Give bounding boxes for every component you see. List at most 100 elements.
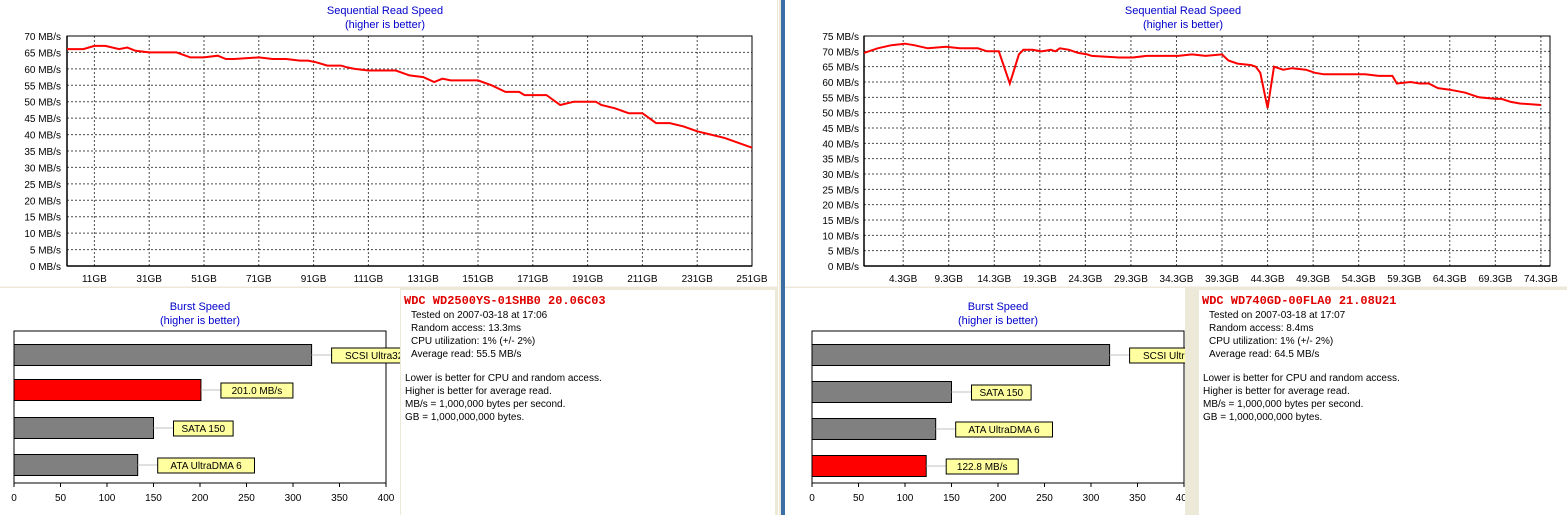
right-benchmark-pane: Sequential Read Speed (higher is better) 7… — [785, 0, 1567, 515]
x-tick-label: 251GB — [736, 274, 767, 285]
x-tick-label: 50 — [853, 493, 865, 504]
note-line: GB = 1,000,000,000 bytes. — [405, 412, 525, 423]
y-tick-label: 75 MB/s — [822, 32, 859, 43]
y-tick-label: 65 MB/s — [24, 48, 61, 59]
x-tick-label: 0 — [11, 493, 17, 504]
y-tick-label: 25 MB/s — [24, 180, 61, 191]
burst-bar-measured — [13, 379, 202, 401]
drive-model: WDC WD740GD-00FLA0 21.08U21 — [1202, 294, 1397, 308]
x-tick-label: 14.3GB — [977, 274, 1011, 285]
x-tick-label: 300 — [285, 493, 302, 504]
x-tick-label: 59.3GB — [1387, 274, 1421, 285]
note-line: Lower is better for CPU and random acces… — [405, 373, 602, 384]
average-read: Average read: 55.5 MB/s — [411, 349, 522, 360]
read-speed-series-line — [67, 44, 753, 149]
y-tick-label: 55 MB/s — [822, 93, 859, 104]
x-tick-label: 31GB — [136, 274, 162, 285]
pane-divider[interactable] — [777, 0, 785, 515]
read-speed-series-line — [863, 42, 1541, 109]
drive-info-panel-left: WDC WD2500YS-01SHB0 20.06C03 Tested on 2… — [401, 290, 775, 515]
y-tick-label: 15 MB/s — [822, 216, 859, 227]
note-line: MB/s = 1,000,000 bytes per second. — [405, 399, 566, 410]
y-tick-label: 10 MB/s — [24, 229, 61, 240]
burst-bar-reference — [13, 344, 313, 366]
x-tick-label: 11GB — [82, 274, 107, 285]
bar-label-box — [971, 384, 1032, 401]
x-tick-label: 100 — [897, 493, 914, 504]
x-tick-label: 4.3GB — [889, 274, 918, 285]
y-tick-label: 30 MB/s — [24, 163, 61, 174]
x-tick-label: 0 — [809, 493, 815, 504]
x-tick-label: 191GB — [572, 274, 603, 285]
bar-label: SATA 150 — [980, 388, 1024, 399]
x-tick-label: 24.3GB — [1068, 274, 1102, 285]
random-access: Random access: 8.4ms — [1209, 323, 1314, 334]
note-line: Higher is better for average read. — [1203, 386, 1350, 397]
test-date: Tested on 2007-03-18 at 17:07 — [1209, 310, 1346, 321]
y-tick-label: 5 MB/s — [30, 246, 61, 257]
burst-bar-reference — [13, 454, 139, 476]
x-tick-label: 231GB — [682, 274, 713, 285]
x-tick-label: 50 — [55, 493, 67, 504]
x-tick-label: 131GB — [408, 274, 439, 285]
x-tick-label: 9.3GB — [935, 274, 964, 285]
x-tick-label: 34.3GB — [1160, 274, 1194, 285]
burst-bar-reference — [811, 381, 952, 403]
burst-speed-chart-right: Burst Speed (higher is better) 0 50 100 150 20… — [785, 288, 1185, 515]
y-tick-label: 45 MB/s — [822, 124, 859, 135]
x-tick-label: 69.3GB — [1478, 274, 1512, 285]
bar-label-box — [173, 420, 234, 437]
bar-label-box — [157, 457, 255, 474]
x-tick-label: 51GB — [191, 274, 217, 285]
x-tick-label: 211GB — [627, 274, 658, 285]
sequential-read-chart-left: Sequential Read Speed (higher is better) 7… — [0, 0, 777, 288]
burst-bar-reference — [811, 344, 1111, 366]
drive-model: WDC WD2500YS-01SHB0 20.06C03 — [404, 294, 606, 308]
y-tick-label: 40 MB/s — [822, 139, 859, 150]
x-tick-label: 171GB — [517, 274, 548, 285]
cpu-utilization: CPU utilization: 1% (+/- 2%) — [1209, 336, 1334, 347]
bar-label-box — [945, 458, 1019, 475]
chart-background — [0, 0, 777, 288]
chart-title: Sequential Read Speed — [1125, 5, 1241, 17]
y-tick-label: 50 MB/s — [24, 98, 61, 109]
bar-label: 201.0 MB/s — [232, 386, 283, 397]
average-read: Average read: 64.5 MB/s — [1209, 349, 1320, 360]
chart-title: Burst Speed — [968, 301, 1029, 313]
left-benchmark-pane: Sequential Read Speed (higher is better) 7… — [0, 0, 777, 515]
bar-label: ATA UltraDMA 6 — [968, 425, 1040, 436]
x-tick-label: 151GB — [462, 274, 493, 285]
y-tick-label: 55 MB/s — [24, 81, 61, 92]
bar-label: 122.8 MB/s — [957, 462, 1008, 473]
chart-title: Sequential Read Speed — [327, 5, 443, 17]
chart-background — [0, 288, 400, 515]
y-tick-label: 15 MB/s — [24, 213, 61, 224]
y-tick-label: 40 MB/s — [24, 131, 61, 142]
y-tick-label: 30 MB/s — [822, 170, 859, 181]
x-tick-label: 74.3GB — [1524, 274, 1558, 285]
x-tick-label: 200 — [990, 493, 1007, 504]
x-tick-label: 44.3GB — [1251, 274, 1285, 285]
y-tick-label: 70 MB/s — [24, 32, 61, 43]
y-tick-label: 35 MB/s — [24, 147, 61, 158]
chart-title: Burst Speed — [170, 301, 231, 313]
x-tick-label: 150 — [145, 493, 162, 504]
x-tick-label: 400 — [1176, 493, 1185, 504]
x-tick-label: 111GB — [354, 274, 384, 285]
bar-label-box — [331, 347, 400, 364]
y-tick-label: 20 MB/s — [24, 196, 61, 207]
drive-info-panel-right: WDC WD740GD-00FLA0 21.08U21 Tested on 20… — [1199, 290, 1567, 515]
x-tick-label: 49.3GB — [1296, 274, 1330, 285]
y-tick-label: 20 MB/s — [822, 201, 859, 212]
bar-label-box — [220, 382, 294, 399]
x-tick-label: 29.3GB — [1114, 274, 1148, 285]
y-tick-label: 50 MB/s — [822, 109, 859, 120]
y-tick-label: 35 MB/s — [822, 155, 859, 166]
bar-label: ATA UltraDMA 6 — [170, 461, 242, 472]
burst-bar-reference — [13, 417, 154, 439]
y-tick-label: 70 MB/s — [822, 47, 859, 58]
y-tick-label: 60 MB/s — [822, 78, 859, 89]
test-date: Tested on 2007-03-18 at 17:06 — [411, 310, 548, 321]
